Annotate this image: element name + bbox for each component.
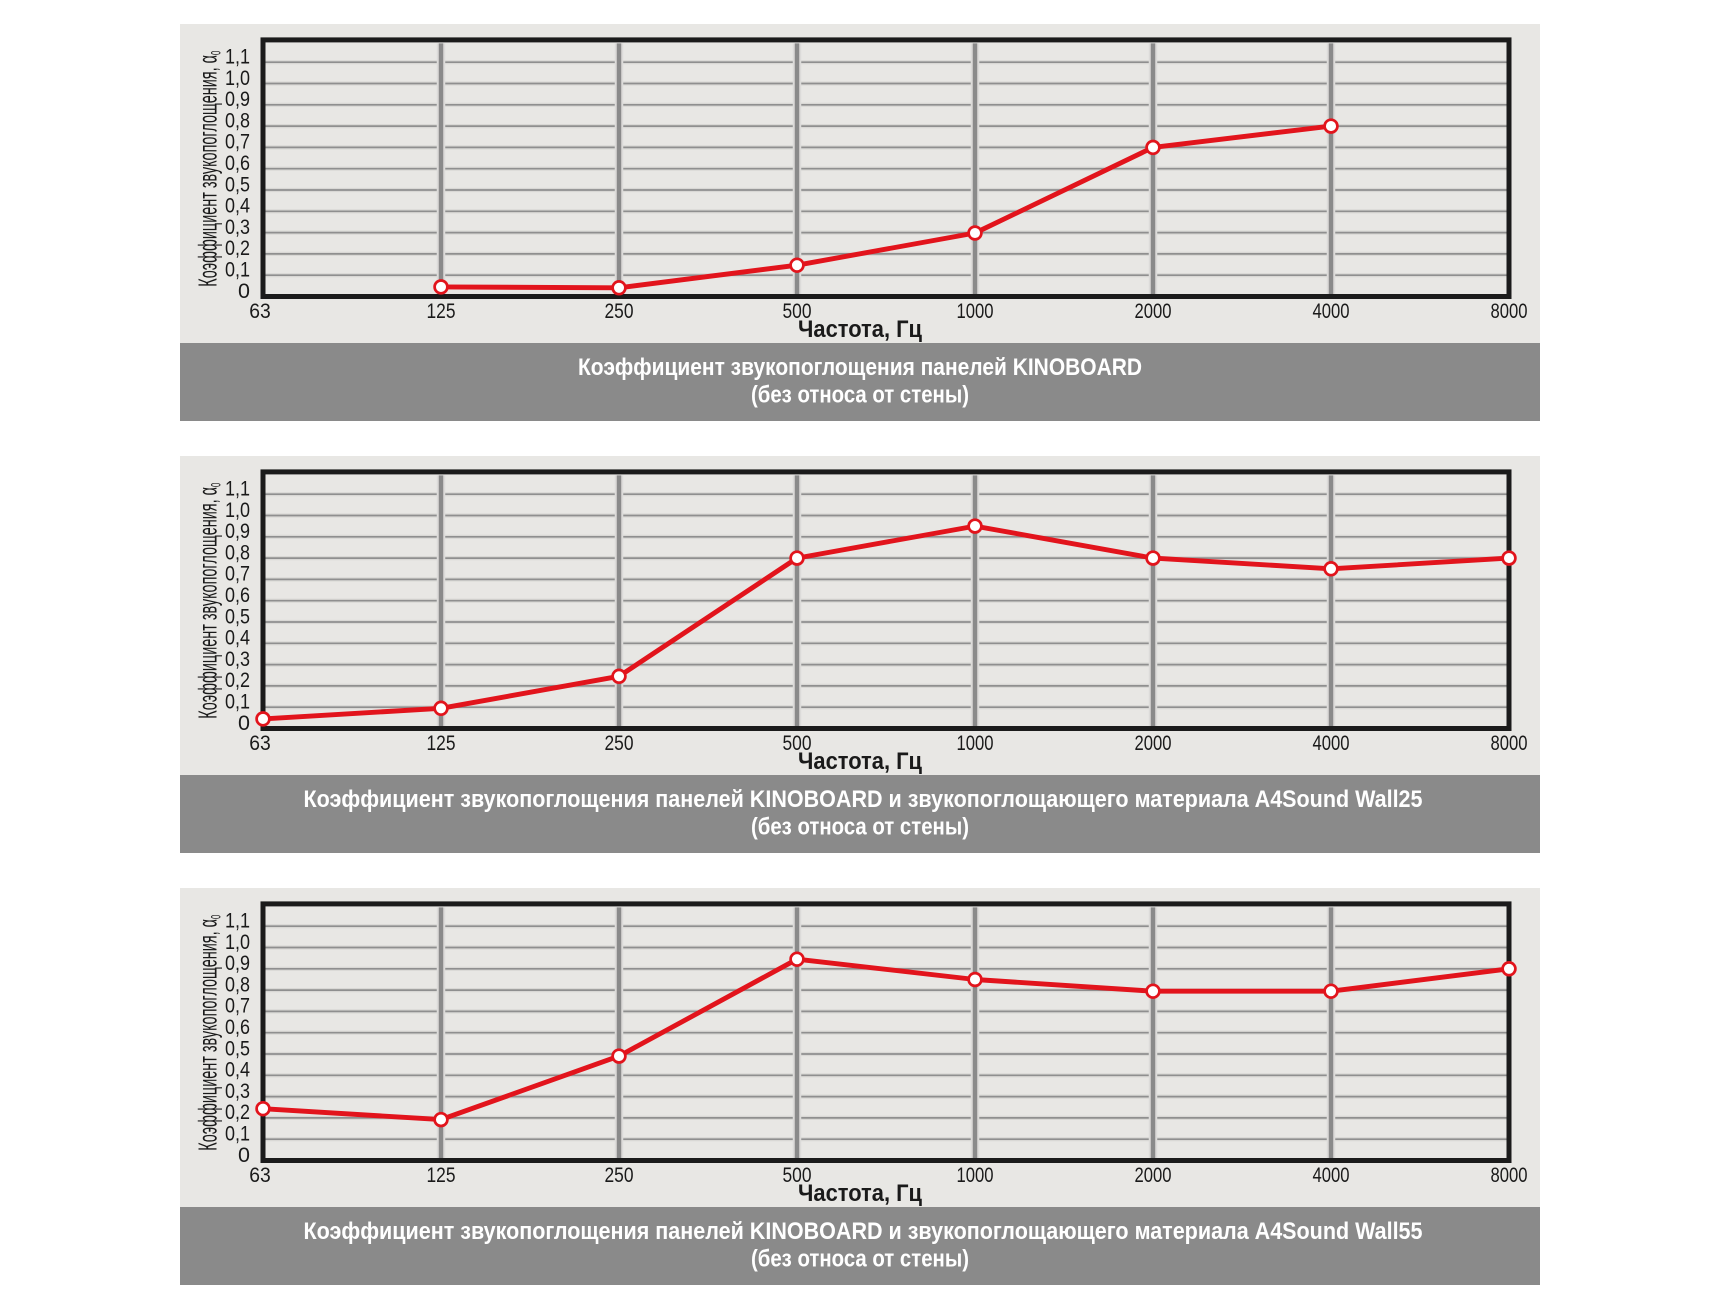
svg-text:(без относа от стены): (без относа от стены) [751, 813, 969, 840]
svg-text:8000: 8000 [1491, 731, 1528, 755]
svg-text:Частота, Гц: Частота, Гц [798, 748, 922, 775]
svg-text:0,2: 0,2 [225, 236, 250, 260]
svg-text:Коэффициент звукопоглощения, α: Коэффициент звукопоглощения, α0 [193, 483, 224, 719]
svg-text:1,0: 1,0 [225, 66, 250, 90]
svg-text:0,4: 0,4 [225, 626, 250, 650]
svg-text:500: 500 [783, 299, 812, 323]
svg-text:125: 125 [427, 1163, 456, 1187]
svg-text:0,9: 0,9 [225, 519, 250, 543]
svg-text:0,6: 0,6 [225, 1015, 250, 1039]
svg-text:0,3: 0,3 [225, 1079, 250, 1103]
svg-text:0,2: 0,2 [225, 668, 250, 692]
svg-text:1,1: 1,1 [225, 45, 250, 69]
svg-text:1000: 1000 [957, 731, 994, 755]
svg-text:0,9: 0,9 [225, 951, 250, 975]
svg-text:0,1: 0,1 [225, 258, 250, 282]
svg-text:125: 125 [427, 731, 456, 755]
svg-text:(без относа от стены): (без относа от стены) [751, 381, 969, 408]
svg-text:0: 0 [238, 1143, 250, 1167]
svg-text:0,8: 0,8 [225, 108, 250, 132]
svg-text:1000: 1000 [957, 299, 994, 323]
svg-text:500: 500 [783, 731, 812, 755]
svg-text:0: 0 [238, 711, 250, 735]
svg-text:63: 63 [249, 1163, 271, 1187]
svg-text:4000: 4000 [1313, 299, 1350, 323]
svg-text:Частота, Гц: Частота, Гц [798, 1180, 922, 1207]
svg-text:0,7: 0,7 [225, 994, 250, 1018]
svg-text:Коэффициент звукопоглощения, α: Коэффициент звукопоглощения, α0 [193, 915, 224, 1151]
svg-text:1000: 1000 [957, 1163, 994, 1187]
svg-text:4000: 4000 [1313, 731, 1350, 755]
svg-text:63: 63 [249, 299, 271, 323]
svg-text:0,3: 0,3 [225, 215, 250, 239]
svg-text:2000: 2000 [1135, 731, 1172, 755]
svg-text:0,8: 0,8 [225, 972, 250, 996]
svg-text:0,4: 0,4 [225, 194, 250, 218]
svg-text:0,1: 0,1 [225, 1122, 250, 1146]
svg-text:0,2: 0,2 [225, 1100, 250, 1124]
svg-text:1,0: 1,0 [225, 498, 250, 522]
svg-text:250: 250 [605, 299, 634, 323]
svg-text:0: 0 [238, 279, 250, 303]
svg-text:2000: 2000 [1135, 299, 1172, 323]
svg-text:0,9: 0,9 [225, 87, 250, 111]
svg-text:Коэффициент звукопоглощения па: Коэффициент звукопоглощения панелей KINO… [578, 354, 1142, 381]
svg-text:125: 125 [427, 299, 456, 323]
svg-text:0,5: 0,5 [225, 604, 250, 628]
svg-text:0,1: 0,1 [225, 690, 250, 714]
svg-text:250: 250 [605, 731, 634, 755]
svg-text:0,6: 0,6 [225, 151, 250, 175]
svg-text:0,8: 0,8 [225, 540, 250, 564]
svg-text:4000: 4000 [1313, 1163, 1350, 1187]
svg-text:Коэффициент звукопоглощения па: Коэффициент звукопоглощения панелей KINO… [304, 1218, 1423, 1245]
svg-text:1,0: 1,0 [225, 930, 250, 954]
svg-text:Частота, Гц: Частота, Гц [798, 316, 922, 343]
svg-text:8000: 8000 [1491, 1163, 1528, 1187]
svg-text:Коэффициент звукопоглощения па: Коэффициент звукопоглощения панелей KINO… [304, 786, 1423, 813]
svg-text:1,1: 1,1 [225, 477, 250, 501]
svg-text:0,7: 0,7 [225, 562, 250, 586]
svg-text:0,5: 0,5 [225, 172, 250, 196]
svg-text:(без относа от стены): (без относа от стены) [751, 1245, 969, 1272]
svg-text:0,6: 0,6 [225, 583, 250, 607]
svg-text:0,3: 0,3 [225, 647, 250, 671]
svg-text:0,4: 0,4 [225, 1058, 250, 1082]
svg-text:63: 63 [249, 731, 271, 755]
svg-text:0,5: 0,5 [225, 1036, 250, 1060]
svg-text:8000: 8000 [1491, 299, 1528, 323]
svg-text:2000: 2000 [1135, 1163, 1172, 1187]
svg-text:500: 500 [783, 1163, 812, 1187]
svg-text:0,7: 0,7 [225, 130, 250, 154]
svg-text:250: 250 [605, 1163, 634, 1187]
svg-text:1,1: 1,1 [225, 909, 250, 933]
svg-text:Коэффициент звукопоглощения, α: Коэффициент звукопоглощения, α0 [193, 51, 224, 287]
